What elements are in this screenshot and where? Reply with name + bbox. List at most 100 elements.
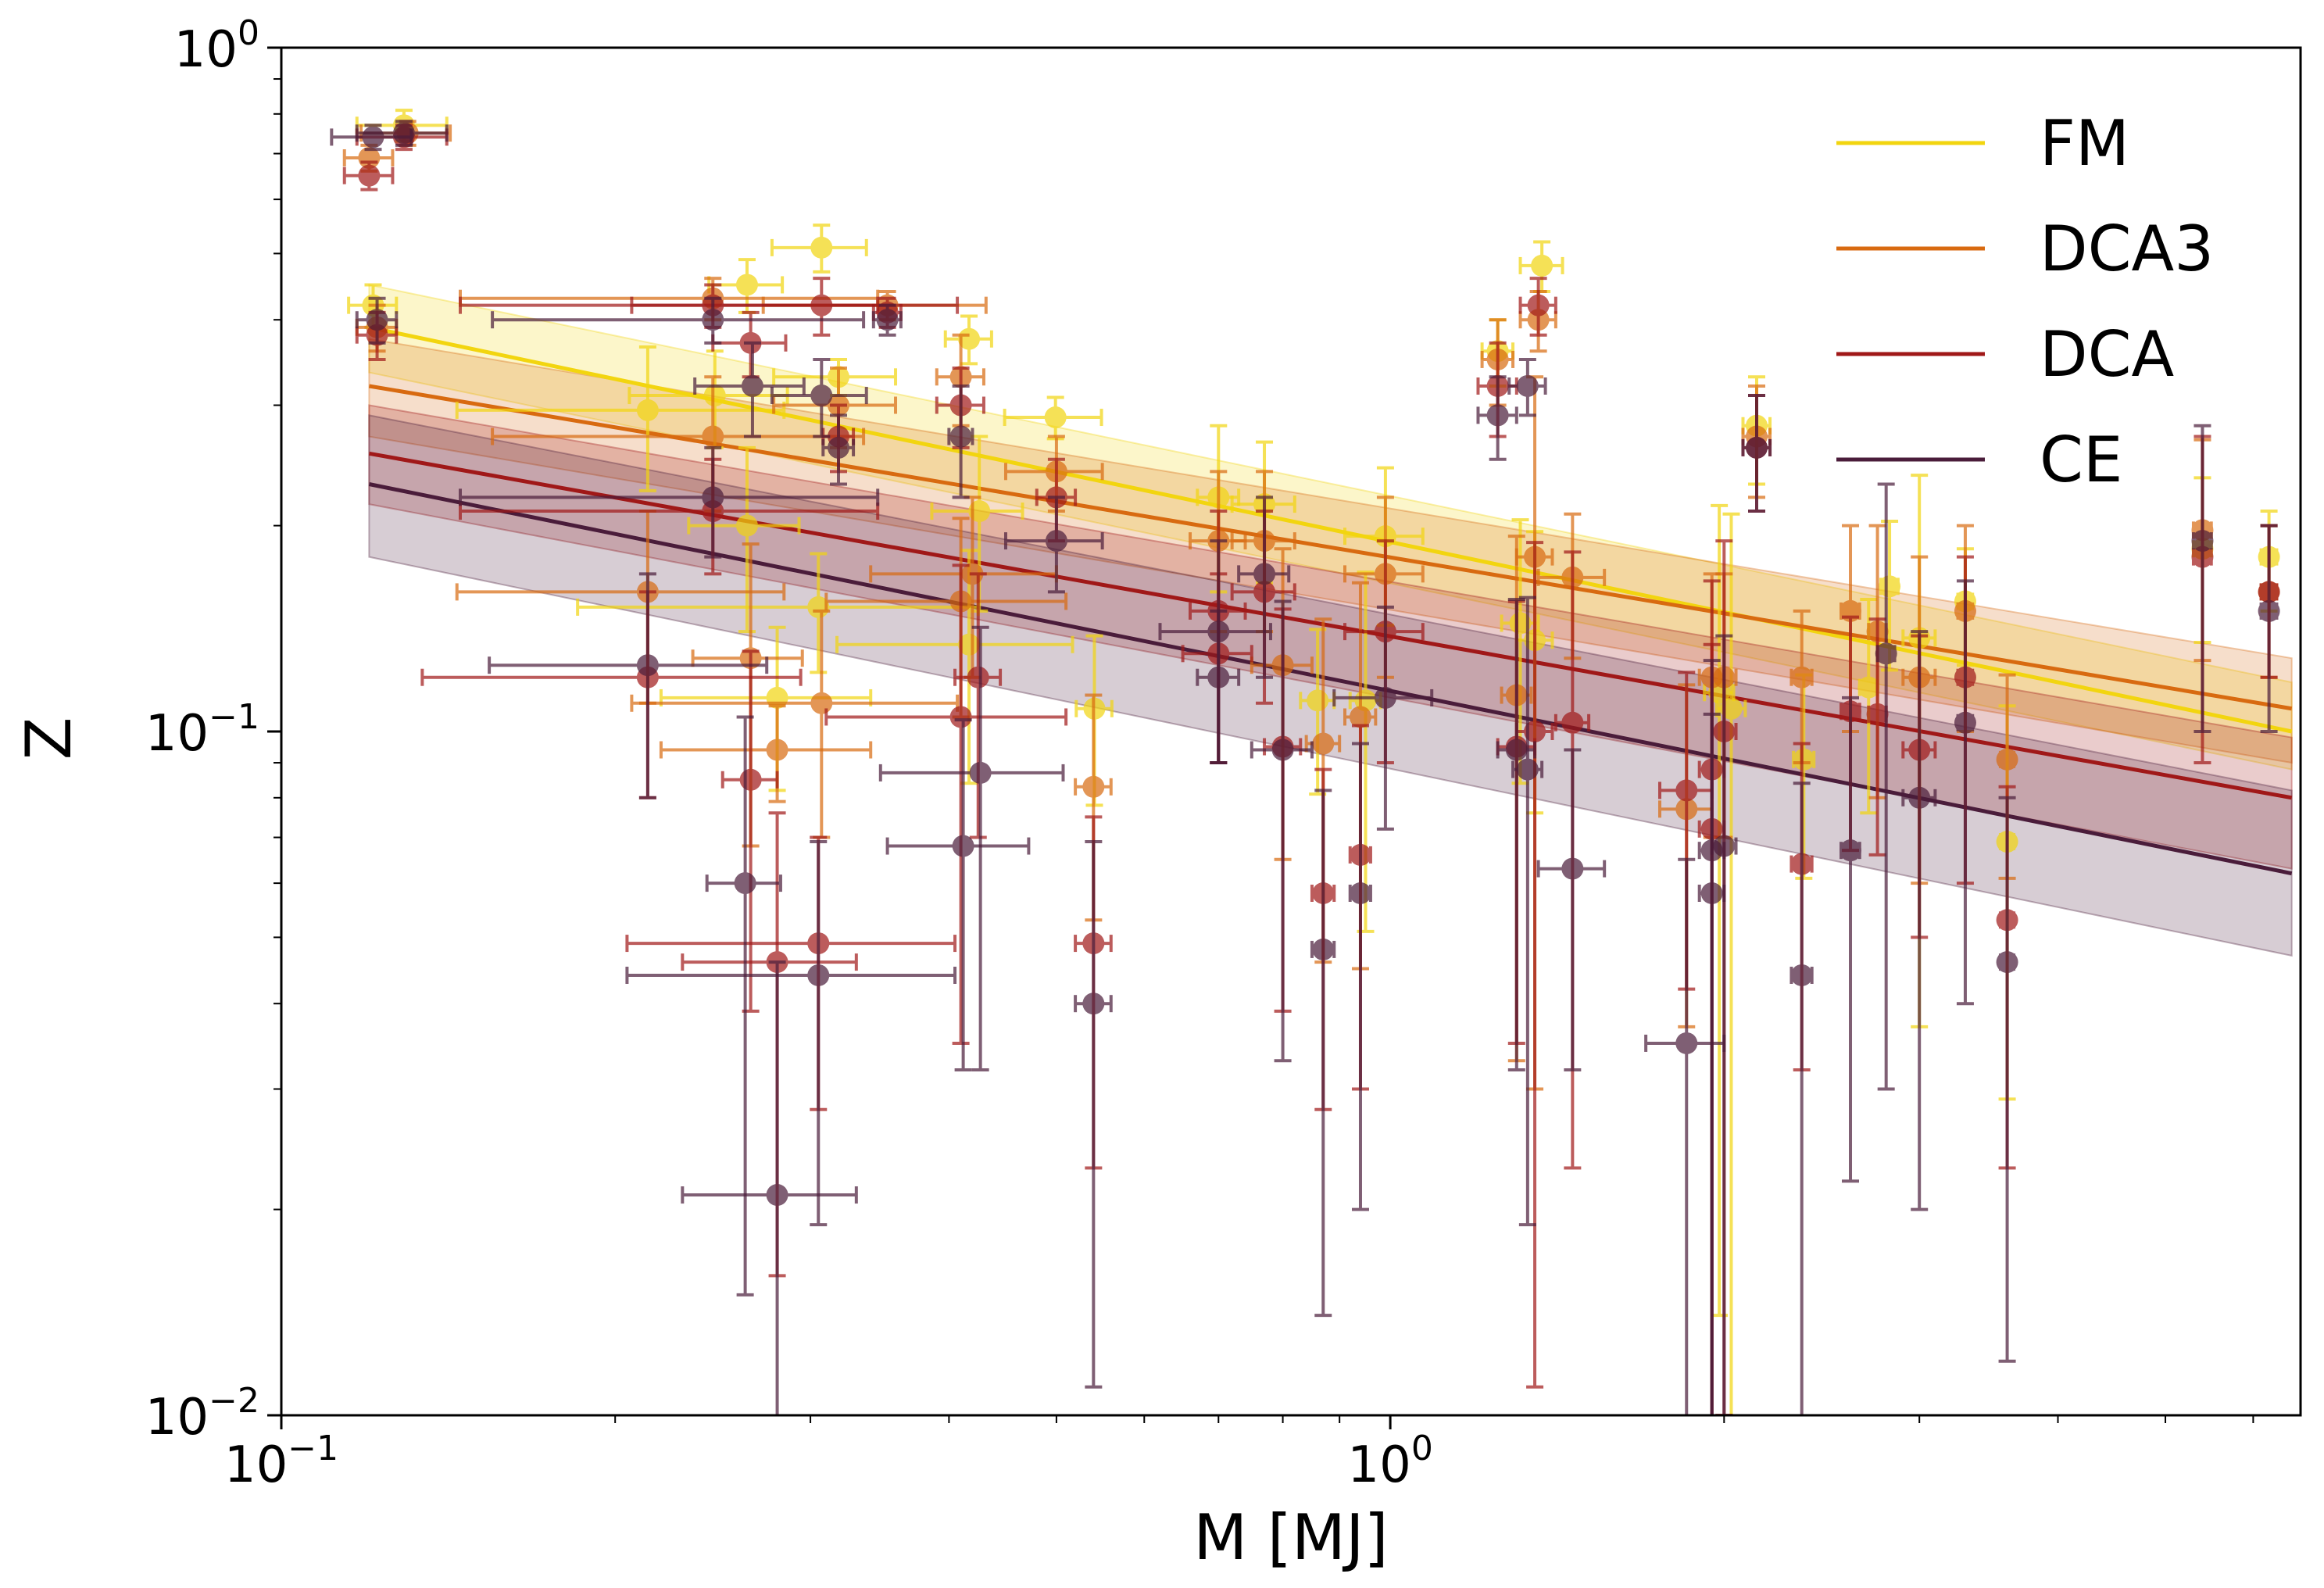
marker [1312,732,1335,755]
marker [1996,951,2018,974]
data-point-dca3 [1789,609,1814,765]
y-tick-label: 100 [174,13,259,79]
legend-label: DCA [2040,318,2174,391]
x-tick-label: 100 [1347,1429,1432,1494]
marker [735,274,758,296]
data-point-ce [1332,605,1434,831]
marker [1349,706,1371,728]
marker [1207,666,1230,688]
marker [1746,436,1768,459]
y-tick-label: 10−1 [145,697,259,763]
band-ce [368,414,2293,957]
marker [967,666,989,688]
data-point-dca [342,160,395,191]
marker [734,872,756,895]
marker [1857,676,1880,699]
marker [702,486,724,509]
data-point-ce [885,718,1031,1071]
marker [1675,1032,1698,1054]
marker [1790,964,1813,986]
data-points [330,109,2280,1415]
marker [1045,530,1067,553]
data-point-ce [821,413,856,486]
marker [766,739,788,761]
marker [958,633,981,656]
data-point-ce [1710,634,1738,1415]
data-point-ce [1003,495,1104,594]
data-point-ce [1789,781,1814,1415]
data-point-ce [1511,596,1544,1227]
marker [1790,666,1813,688]
marker [807,964,830,986]
marker [949,706,972,728]
marker [969,761,992,784]
data-point-ce [1348,742,1372,1211]
marker [1516,758,1539,781]
marker [810,384,833,407]
data-point-dca [1514,541,1554,1389]
marker [1996,748,2018,771]
marker [1954,711,1976,734]
data-point-dca [630,277,960,337]
data-point-fm [687,445,801,634]
marker [1505,739,1528,761]
marker [392,122,415,145]
legend-label: DCA3 [2040,213,2214,285]
marker [1524,721,1546,742]
data-point-ce [1875,482,1897,1091]
data-point-ce [1954,579,1976,1006]
marker [2258,599,2280,622]
marker [1793,748,1815,771]
marker [703,384,726,407]
data-point-ce [878,625,1065,1071]
data-point-fm [1714,512,1747,1415]
marker [1866,703,1889,725]
marker [1840,839,1862,862]
marker [2191,530,2214,553]
data-point-ce [1536,748,1607,1071]
marker [739,768,762,791]
marker [1486,404,1509,427]
x-axis-label: M [MJ] [1193,1501,1389,1574]
marker [1527,294,1550,317]
data-point-fm [1518,240,1564,293]
data-point-ce [1476,375,1518,461]
data-point-ce [1074,840,1113,1389]
marker [702,425,724,448]
marker [810,294,833,317]
data-point-ce [681,960,858,1415]
marker [1307,689,1329,712]
data-point-fm [455,345,786,492]
data-point-dca [625,835,957,1111]
data-point-ce [1237,495,1291,679]
marker [636,654,659,677]
marker [766,1184,788,1207]
marker [1561,711,1584,734]
marker [952,835,974,857]
data-point-ce [355,120,449,147]
data-point-ce [693,341,806,438]
marker [366,309,388,331]
data-point-dca3 [491,375,866,513]
data-point-ce [1996,796,2018,1363]
band-dca3 [368,338,2293,764]
data-point-ce [488,572,769,799]
marker [1720,697,1743,720]
data-point-ce [355,296,399,345]
data-point-dca [824,563,1068,1045]
data-point-ce [458,445,880,559]
marker [735,514,758,537]
data-point-ce [1840,696,1862,1183]
legend-item-fm: FM [1836,107,2129,180]
data-point-fm [943,314,993,366]
marker [876,309,899,331]
data-point-dca [1518,277,1557,337]
data-point-ce [1196,609,1241,765]
data-point-ce [770,357,868,438]
marker [1349,882,1371,905]
data-point-ce [1741,394,1772,513]
x-tick-label: 10−1 [224,1429,338,1494]
marker [949,425,972,448]
